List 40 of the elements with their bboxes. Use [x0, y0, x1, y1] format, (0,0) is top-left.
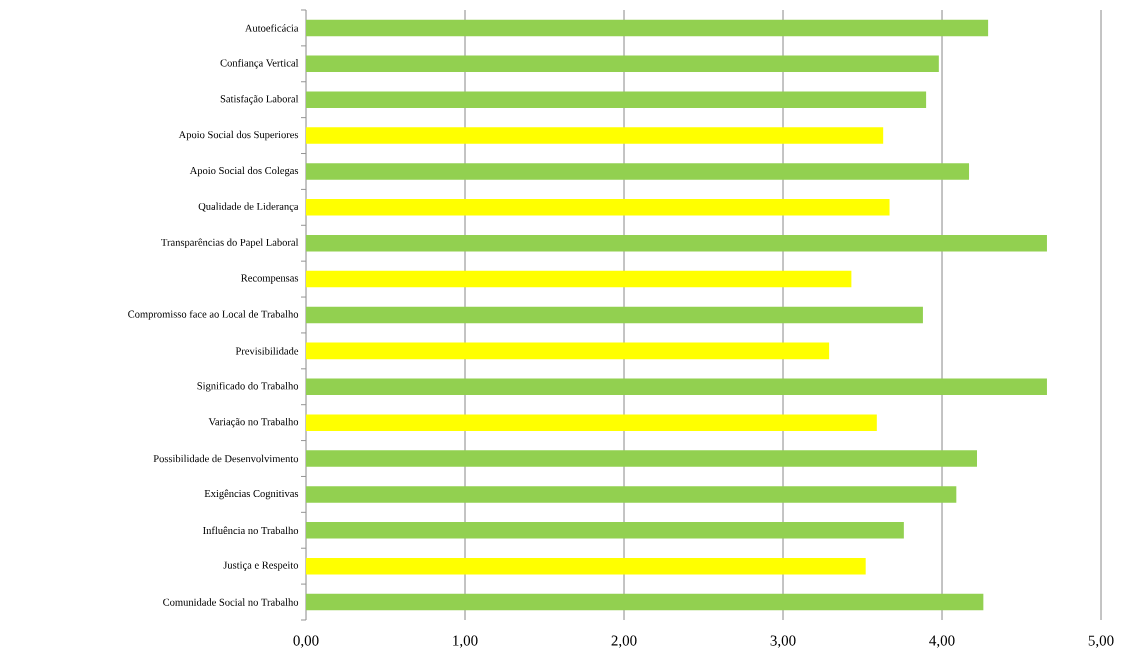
bar [306, 163, 970, 180]
y-tick-label: Autoeficácia [244, 24, 299, 32]
bar [306, 522, 904, 539]
bar [306, 557, 866, 575]
bar [306, 378, 1047, 396]
bar [306, 199, 890, 216]
bar [306, 450, 977, 467]
y-tick-label: Compromisso face ao Local de Trabalho [128, 310, 299, 320]
bar [306, 593, 984, 611]
bar [306, 127, 884, 144]
y-tick-label: Satisfação Laboral [220, 94, 299, 105]
x-tick-label: 1,00 [453, 635, 478, 648]
bar [306, 234, 1047, 252]
bar [306, 486, 957, 503]
x-tick-label: 0,00 [293, 635, 319, 648]
y-tick-label: Justiça e Respeito [223, 561, 299, 571]
y-tick-label: Influência no Trabalho [203, 526, 299, 535]
y-tick-label: Previsibilidade [235, 347, 299, 355]
y-tick-label: Confiança Vertical [220, 59, 299, 69]
y-tick-label: Possibilidade de Desenvolvimento [153, 454, 299, 463]
y-tick-label: Significado do Trabalho [197, 381, 299, 392]
y-tick-label: Recompensas [241, 274, 299, 284]
x-tick-label: 2,00 [611, 635, 637, 648]
y-tick-label: Comunidade Social no Trabalho [163, 598, 299, 606]
bar [306, 306, 923, 324]
y-tick-label: Variação no Trabalho [208, 417, 299, 428]
x-tick-label: 3,00 [770, 635, 796, 648]
bar [306, 91, 927, 108]
y-tick-label: Transparências do Papel Laboral [161, 238, 299, 248]
y-tick-label: Qualidade de Liderança [198, 202, 299, 213]
bar [306, 19, 989, 37]
x-tick-label: 4,00 [929, 635, 955, 648]
bar [306, 414, 877, 431]
bar [306, 270, 852, 288]
y-tick-label: Exigências Cognitivas [204, 489, 299, 500]
bar [306, 55, 939, 73]
x-tick-label: 5,00 [1088, 635, 1114, 648]
y-tick-label: Apoio Social dos Superiores [178, 130, 299, 141]
bar [306, 342, 830, 360]
y-tick-label: Apoio Social dos Colegas [189, 166, 299, 177]
